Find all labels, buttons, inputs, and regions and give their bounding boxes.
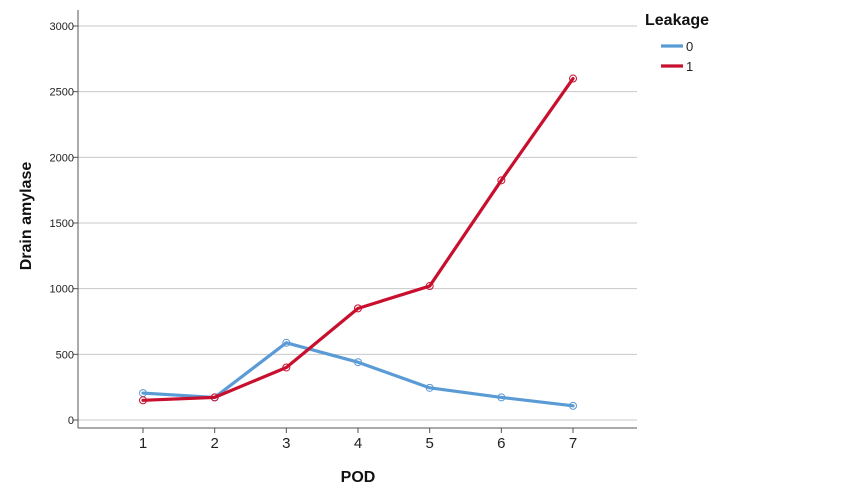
y-axis-title: Drain amylase: [18, 162, 35, 271]
legend-label-0: 0: [686, 39, 693, 54]
x-tick-label: 4: [354, 435, 362, 452]
x-tick-label: 1: [139, 435, 147, 452]
data-point: [497, 393, 506, 402]
series-group: [139, 74, 578, 410]
x-tick-labels: 1 2 3 4 5 6 7: [139, 435, 577, 452]
y-tick-label: 2500: [50, 87, 74, 99]
data-point: [139, 396, 147, 405]
data-point: [425, 383, 434, 392]
y-tick-label: 500: [56, 349, 74, 361]
axes: [73, 10, 637, 433]
legend-title: Leakage: [645, 12, 709, 29]
data-point: [210, 393, 219, 402]
x-tick-label: 7: [569, 435, 577, 452]
x-tick-label: 6: [497, 435, 505, 452]
x-axis-title: POD: [341, 469, 376, 486]
data-point: [354, 304, 363, 313]
legend: Leakage 01: [645, 12, 709, 74]
data-point: [282, 363, 291, 372]
legend-label-1: 1: [686, 59, 693, 74]
gridlines: [78, 25, 637, 421]
data-point: [425, 282, 434, 291]
data-point: [497, 176, 506, 185]
y-tick-label: 1500: [50, 218, 74, 230]
x-tick-label: 3: [282, 435, 290, 452]
data-point: [569, 401, 578, 410]
y-tick-label: 0: [68, 415, 74, 427]
data-point: [569, 74, 578, 83]
y-tick-label: 3000: [50, 21, 74, 33]
y-tick-label: 2000: [50, 152, 74, 164]
legend-items: 01: [661, 39, 693, 74]
data-point: [354, 358, 363, 367]
y-tick-labels: 0 500 1000 1500 2000 2500 3000: [50, 21, 74, 427]
data-point: [282, 338, 291, 347]
x-tick-label: 5: [426, 435, 434, 452]
series-line-1: [141, 76, 575, 402]
x-tick-label: 2: [210, 435, 218, 452]
y-tick-label: 1000: [50, 284, 74, 296]
